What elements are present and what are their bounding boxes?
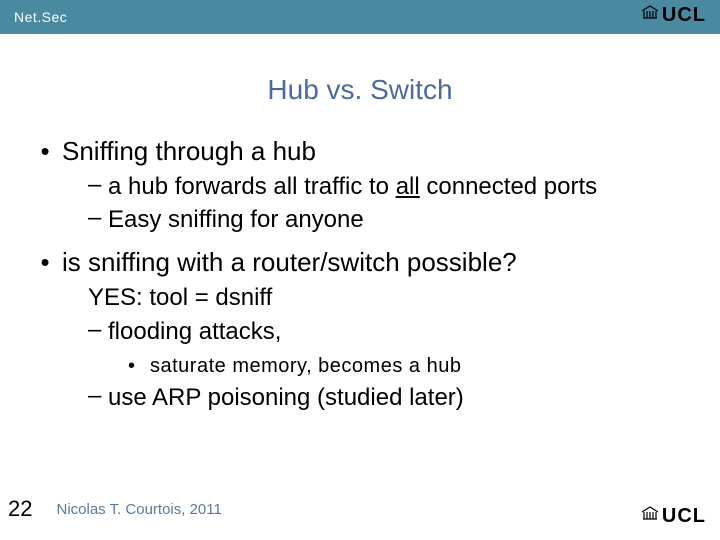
bullet-text: flooding attacks, [108,316,700,347]
bullet-dot: • [28,247,62,278]
bullet-text: use ARP poisoning (studied later) [108,382,700,413]
ucl-logo-text-top: UCL [662,4,706,27]
header-label: Net.Sec [14,9,67,25]
page-number: 22 [8,496,32,522]
bullet-text: saturate memory, becomes a hub [150,355,700,378]
bullet-l2: – Easy sniffing for anyone [88,204,700,235]
ucl-logo-top: UCL [642,4,706,27]
footer: 22 Nicolas T. Courtois, 2011 [0,496,720,522]
bullet-text: Easy sniffing for anyone [108,204,700,235]
bullet-l2: – flooding attacks, [88,316,700,347]
portico-icon [642,505,658,524]
header-band: Net.Sec [0,0,720,34]
bullet-dot: • [128,355,150,378]
bullet-l2: – a hub forwards all traffic to all conn… [88,171,700,202]
slide-title: Hub vs. Switch [0,74,720,106]
footer-author: Nicolas T. Courtois, 2011 [56,501,221,518]
ucl-logo-text-bottom: UCL [662,505,706,528]
bullet-l1: • is sniffing with a router/switch possi… [28,247,700,278]
bullet-dash: – [88,382,108,413]
bullet-text: Sniffing through a hub [62,136,700,167]
portico-icon [642,4,658,23]
bullet-l2: – use ARP poisoning (studied later) [88,382,700,413]
bullet-text: is sniffing with a router/switch possibl… [62,247,700,278]
content-area: • Sniffing through a hub – a hub forward… [0,136,720,413]
bullet-dash: – [88,171,108,202]
bullet-text: a hub forwards all traffic to all connec… [108,171,700,202]
bullet-dot: • [28,136,62,167]
bullet-dash: – [88,316,108,347]
bullet-l2-plain: YES: tool = dsniff [88,282,700,313]
ucl-logo-bottom: UCL [642,505,706,528]
bullet-l3: • saturate memory, becomes a hub [128,355,700,378]
bullet-l1: • Sniffing through a hub [28,136,700,167]
bullet-dash: – [88,204,108,235]
underlined-word: all [396,173,420,200]
